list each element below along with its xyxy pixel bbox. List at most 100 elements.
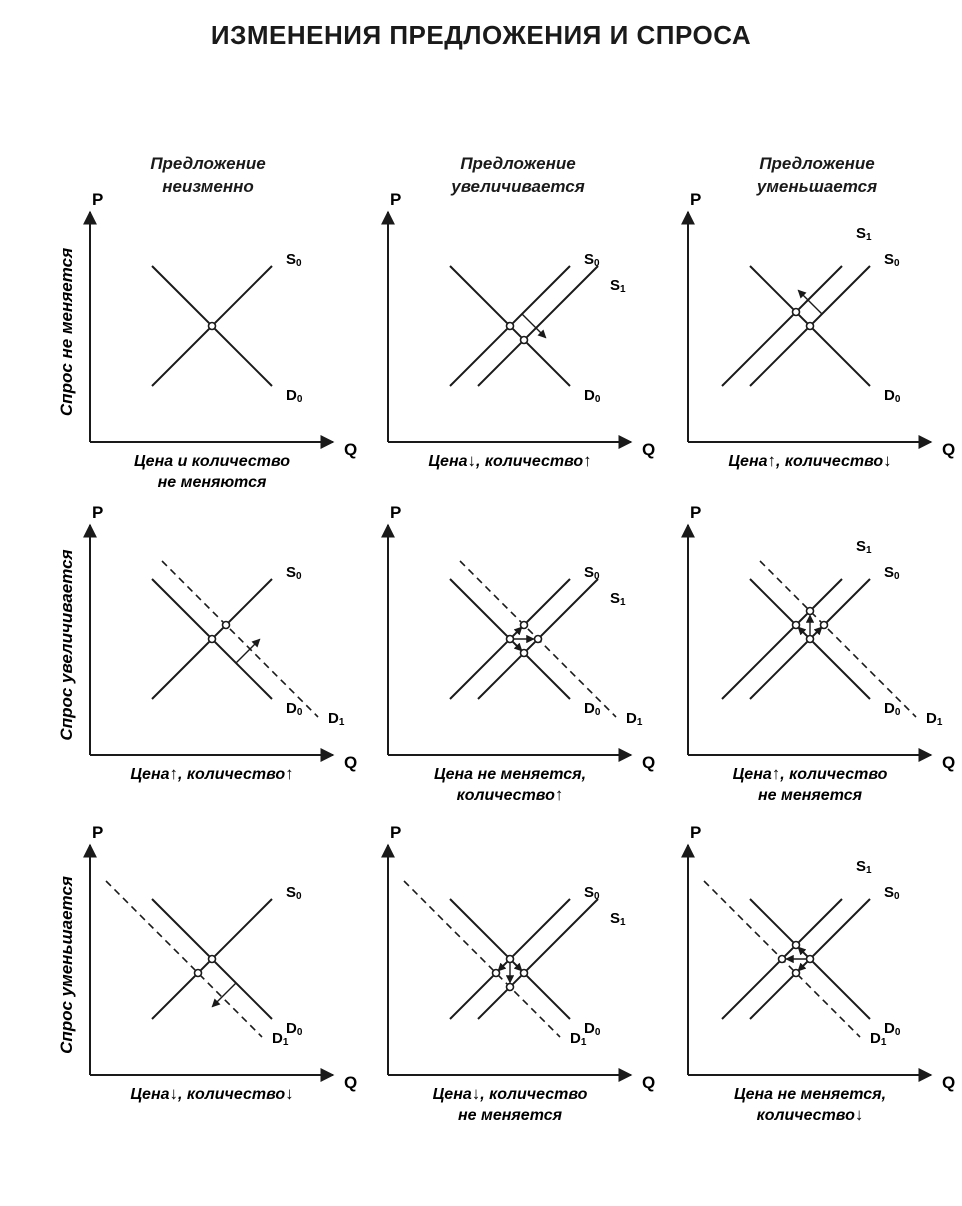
supply-curve-s1 xyxy=(721,578,843,700)
d0-label: D0 xyxy=(584,1020,601,1038)
demand-shift-arrow xyxy=(235,638,261,664)
supply-shift-arrow xyxy=(521,313,547,339)
d0-label: D0 xyxy=(286,387,303,405)
equilibrium-point-new xyxy=(505,982,515,992)
panel-1: P Q S0 D0 Цена и количество не меняются xyxy=(83,190,357,491)
d1-label: D1 xyxy=(626,710,643,728)
column-header-line: неизменно xyxy=(162,177,254,196)
demand-curve-d1 xyxy=(161,560,319,718)
panel-caption: Цена↑, количество не меняется xyxy=(733,764,888,804)
equilibrium-point-initial xyxy=(805,321,815,331)
d0-label: D0 xyxy=(584,387,601,405)
panel-5: P Q S0 D0 S1 D1 Цена не меняется, количество↑ xyxy=(381,503,655,804)
s0-label: S0 xyxy=(884,251,900,269)
panel-caption: Цена↓, количество↑ xyxy=(428,451,591,470)
price-axis-label: P xyxy=(690,823,701,842)
d1-label: D1 xyxy=(570,1030,587,1048)
s1-label: S1 xyxy=(856,858,872,876)
demand-curve-d1 xyxy=(759,560,917,718)
equilibrium-point-new xyxy=(533,634,543,644)
d0-label: D0 xyxy=(884,387,901,405)
intermediate-point xyxy=(519,648,529,658)
s0-label: S0 xyxy=(286,251,302,269)
price-axis-label: P xyxy=(92,503,103,522)
panel-2: P Q S0 D0 S1 Цена↓, количество↑ xyxy=(381,190,655,470)
equilibrium-point-new xyxy=(193,968,203,978)
panel-8: P Q S0 D0 S1 D1 Цена↓, количество не меняется xyxy=(381,823,655,1124)
intermediate-point xyxy=(791,620,801,630)
movement-arrow xyxy=(497,960,509,972)
d0-label: D0 xyxy=(584,700,601,718)
demand-curve-d1 xyxy=(403,880,561,1038)
s0-label: S0 xyxy=(286,884,302,902)
intermediate-point xyxy=(819,620,829,630)
intermediate-point xyxy=(791,940,801,950)
panel-caption: Цена↑, количество↓ xyxy=(728,451,891,470)
equilibrium-point-new xyxy=(777,954,787,964)
panel-9: P Q S0 D0 S1 D1 Цена не меняется, количество↓ xyxy=(681,823,955,1124)
column-header-supply-increase: Предложение увеличивается xyxy=(418,152,618,198)
price-axis-label: P xyxy=(390,823,401,842)
equilibrium-point-new xyxy=(221,620,231,630)
movement-arrow xyxy=(511,960,523,972)
column-header-line: Предложение xyxy=(460,154,576,173)
quantity-axis-label: Q xyxy=(942,440,955,459)
d0-label: D0 xyxy=(286,700,303,718)
s0-label: S0 xyxy=(286,564,302,582)
price-axis-label: P xyxy=(92,190,103,209)
s1-label: S1 xyxy=(856,538,872,556)
s0-label: S0 xyxy=(884,884,900,902)
s0-label: S0 xyxy=(884,564,900,582)
panel-caption: Цена не меняется, количество↑ xyxy=(434,766,586,804)
movement-arrow xyxy=(797,960,809,972)
quantity-axis-label: Q xyxy=(642,440,655,459)
s0-label: S0 xyxy=(584,251,600,269)
d1-label: D1 xyxy=(870,1030,887,1048)
s1-label: S1 xyxy=(610,590,626,608)
price-axis-label: P xyxy=(390,503,401,522)
panel-caption: Цена↓, количество↓ xyxy=(130,1084,293,1103)
row-label: Спрос уменьшается xyxy=(57,876,76,1054)
column-header-line: увеличивается xyxy=(451,177,585,196)
d0-label: D0 xyxy=(884,1020,901,1038)
column-header-line: уменьшается xyxy=(756,177,878,196)
d0-label: D0 xyxy=(884,700,901,718)
panel-4: P Q S0 D0 D1 Цена↑, количество↑ xyxy=(83,503,357,783)
intermediate-point xyxy=(791,968,801,978)
d0-label: D0 xyxy=(286,1020,303,1038)
price-axis-label: P xyxy=(690,190,701,209)
supply-curve-s1 xyxy=(477,265,599,387)
movement-arrow xyxy=(811,626,823,638)
demand-shift-arrow xyxy=(211,982,237,1008)
d1-label: D1 xyxy=(926,710,943,728)
quantity-axis-label: Q xyxy=(642,1073,655,1092)
equilibrium-point-initial xyxy=(207,634,217,644)
equilibrium-point-new xyxy=(519,335,529,345)
s0-label: S0 xyxy=(584,564,600,582)
column-header-line: Предложение xyxy=(150,154,266,173)
quantity-axis-label: Q xyxy=(344,1073,357,1092)
price-axis-label: P xyxy=(92,823,103,842)
panel-caption: Цена↑, количество↑ xyxy=(130,764,293,783)
row-label: Спрос не меняется xyxy=(57,248,76,416)
intermediate-point xyxy=(491,968,501,978)
equilibrium-point-initial xyxy=(505,321,515,331)
equilibrium-point-initial xyxy=(207,954,217,964)
intermediate-point xyxy=(519,968,529,978)
page-title: ИЗМЕНЕНИЯ ПРЕДЛОЖЕНИЯ И СПРОСА xyxy=(210,20,752,50)
quantity-axis-label: Q xyxy=(344,440,357,459)
panel-caption: Цена↓, количество не меняется xyxy=(433,1084,588,1124)
price-axis-label: P xyxy=(390,190,401,209)
equilibrium-point-initial xyxy=(207,321,217,331)
quantity-axis-label: Q xyxy=(942,1073,955,1092)
supply-curve-s1 xyxy=(477,898,599,1020)
quantity-axis-label: Q xyxy=(344,753,357,772)
equilibrium-point-initial xyxy=(505,634,515,644)
supply-curve-s1 xyxy=(721,265,843,387)
equilibrium-point-initial xyxy=(805,954,815,964)
panel-caption: Цена и количество не меняются xyxy=(134,453,290,491)
equilibrium-point-initial xyxy=(805,634,815,644)
s1-label: S1 xyxy=(856,225,872,243)
